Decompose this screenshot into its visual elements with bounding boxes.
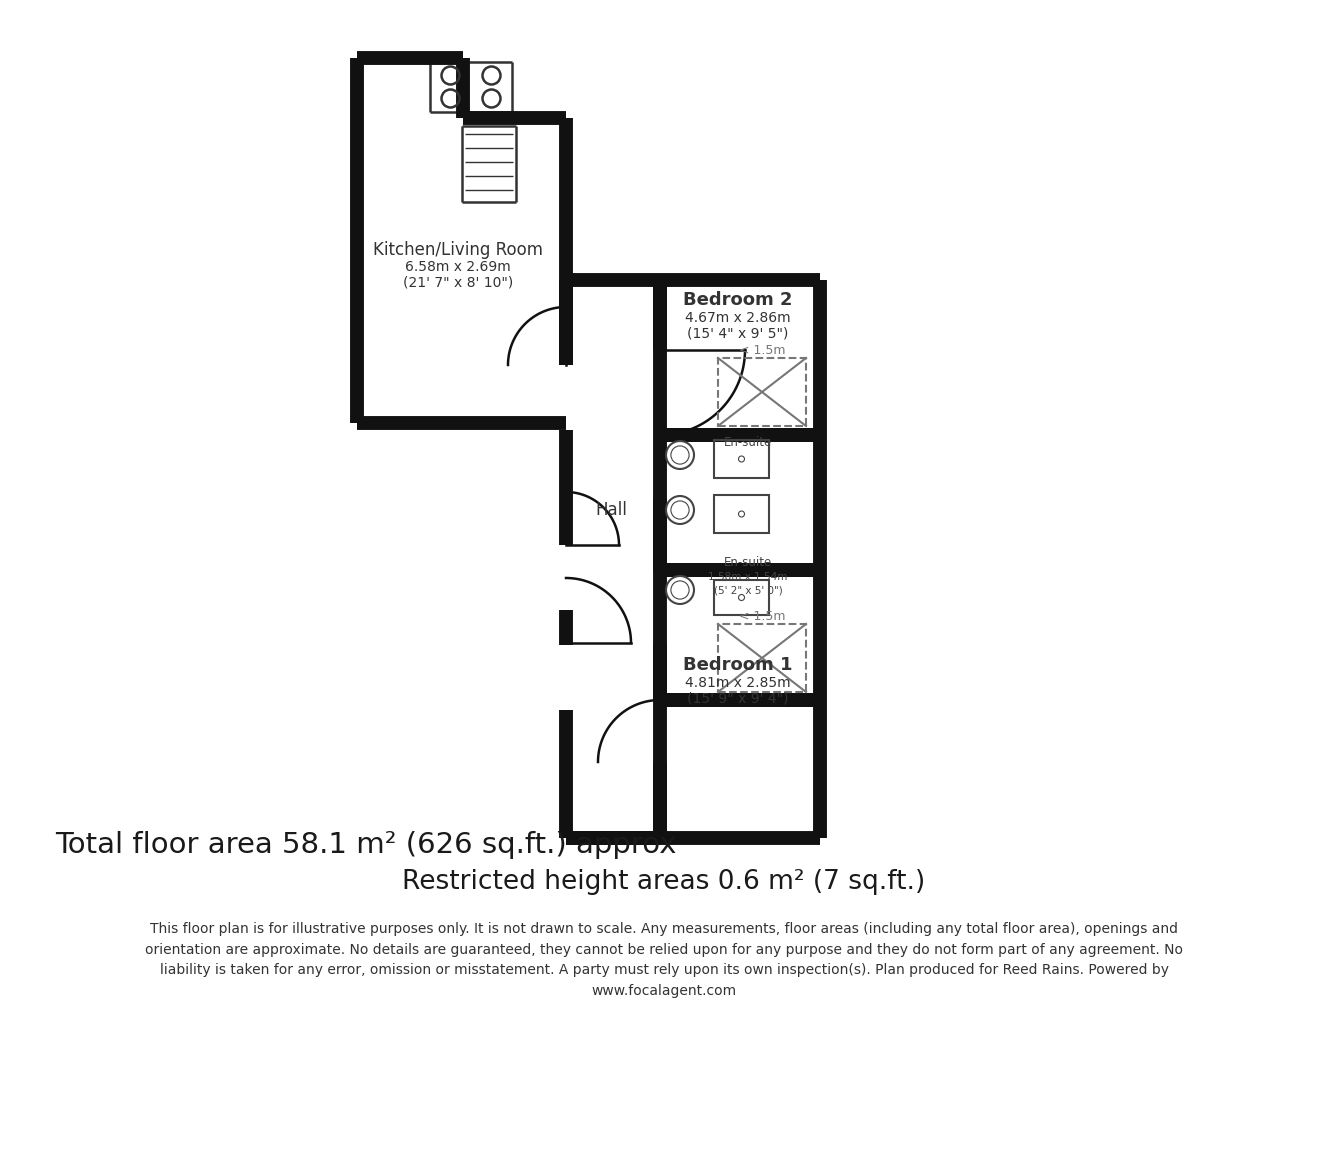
Text: (21' 7" x 8' 10"): (21' 7" x 8' 10") [402, 275, 513, 289]
Text: < 1.5m: < 1.5m [738, 610, 785, 623]
Text: En-suite: En-suite [724, 435, 772, 449]
Text: En-suite: En-suite [724, 556, 772, 569]
Text: This floor plan is for illustrative purposes only. It is not drawn to scale. Any: This floor plan is for illustrative purp… [145, 922, 1183, 998]
Text: Hall: Hall [595, 501, 627, 519]
Text: Bedroom 1: Bedroom 1 [683, 656, 793, 674]
Text: 6.58m x 2.69m: 6.58m x 2.69m [405, 260, 511, 274]
Text: < 1.5m: < 1.5m [738, 343, 785, 357]
Text: 1.58m x 1.54m: 1.58m x 1.54m [708, 572, 788, 582]
Text: Total floor area 58.1 m² (626 sq.ft.) approx: Total floor area 58.1 m² (626 sq.ft.) ap… [54, 831, 676, 859]
Bar [718, 624, 806, 692]
Text: (5' 2" x 5' 0"): (5' 2" x 5' 0") [713, 585, 782, 595]
Text: (15' 4" x 9' 5"): (15' 4" x 9' 5") [688, 326, 789, 340]
Text: Kitchen/Living Room: Kitchen/Living Room [373, 241, 543, 259]
Text: (15' 9" x 9' 4"): (15' 9" x 9' 4") [688, 691, 789, 706]
Bar [714, 495, 769, 533]
Text: 4.67m x 2.86m: 4.67m x 2.86m [685, 311, 790, 325]
Text: Bedroom 2: Bedroom 2 [683, 291, 793, 308]
Bar [714, 440, 769, 478]
Bar [718, 358, 806, 426]
Bar [714, 580, 769, 615]
Text: Restricted height areas 0.6 m² (7 sq.ft.): Restricted height areas 0.6 m² (7 sq.ft.… [402, 869, 926, 895]
Text: 4.81m x 2.85m: 4.81m x 2.85m [685, 676, 790, 689]
